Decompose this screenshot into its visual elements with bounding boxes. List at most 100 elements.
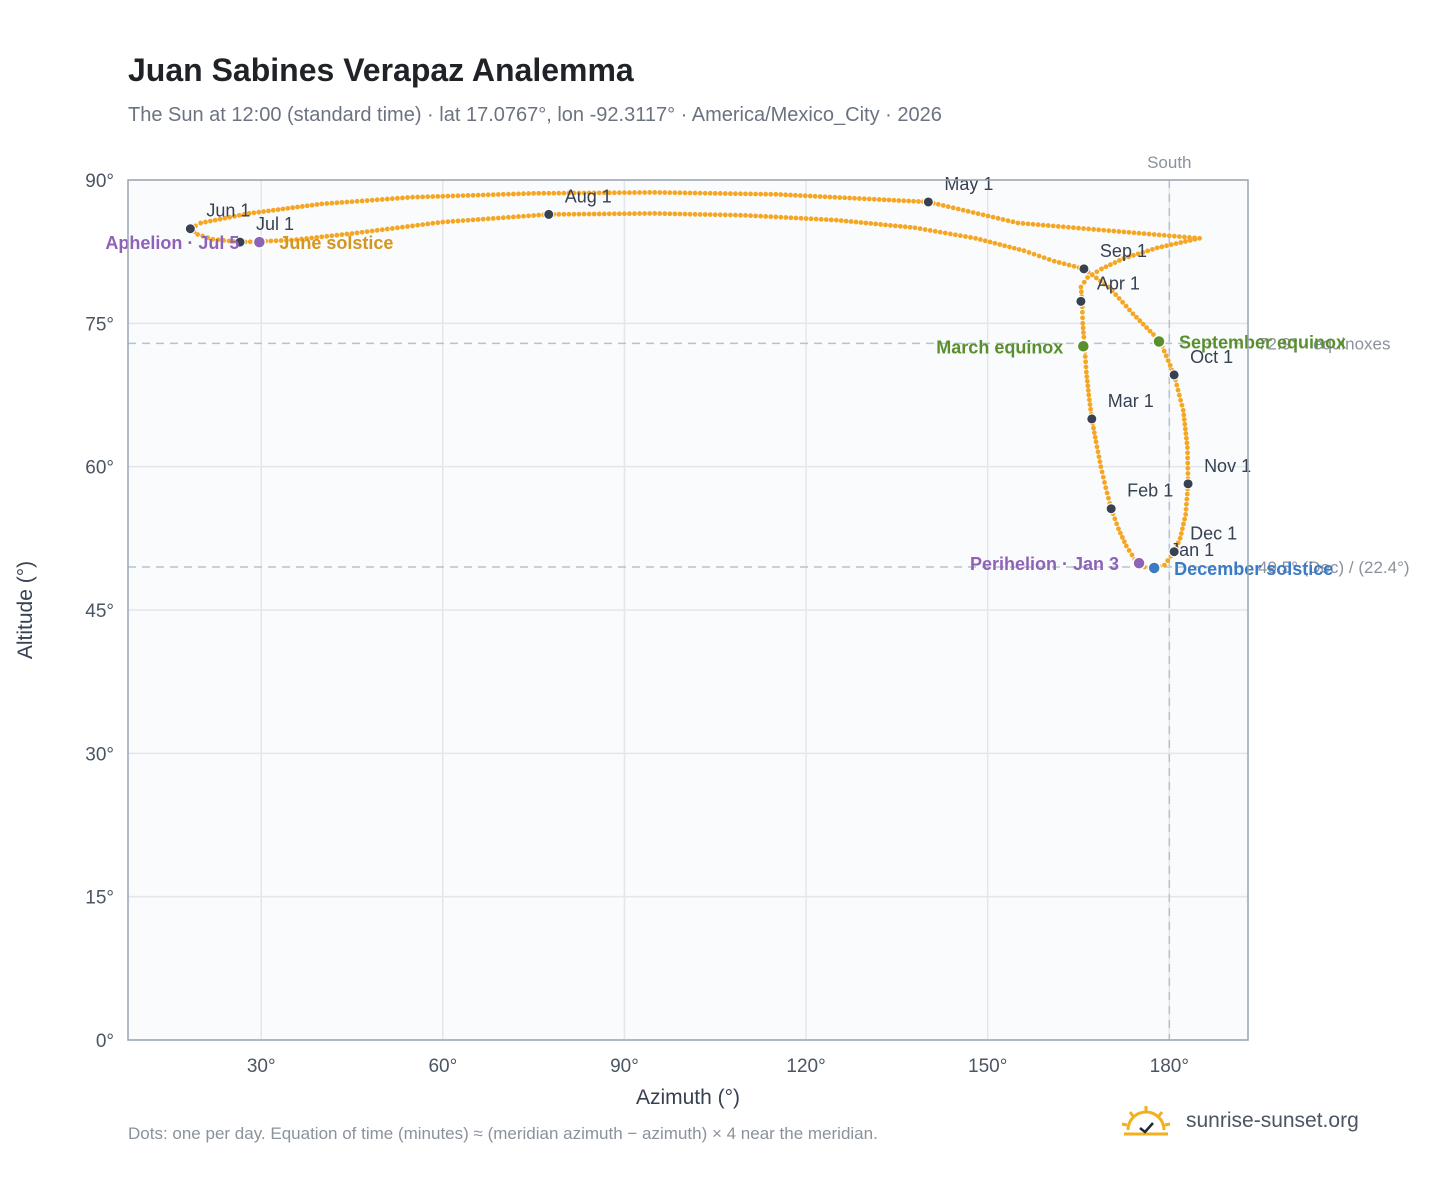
analemma-dot [606,211,612,217]
analemma-dot [1005,218,1011,224]
analemma-dot [1126,548,1132,553]
axes: 30° 60° 90° 120° 150° 180° 0° 15° 30° 45° 60° 75° 90… [85,171,1189,1077]
plot-frame [127,179,1249,1041]
analemma-dot [273,238,279,244]
analemma-dot [339,232,345,238]
analemma-dot [978,237,983,242]
analemma-dot [712,190,718,196]
analemma-dot [425,194,431,200]
analemma-dot [912,225,918,231]
analemma-dot [642,211,648,216]
analemma-dot [952,232,958,238]
analemma-dot [195,232,201,237]
month-marker [1086,413,1098,425]
brand[interactable]: sunrise-sunset.org [1120,1104,1359,1138]
analemma-dot [364,229,370,235]
analemma-dot [917,226,923,232]
analemma-dot [1025,221,1031,227]
analemma-dot [1140,249,1146,255]
analemma-dot [1091,430,1097,436]
analemma-dot [1103,264,1109,270]
analemma-dot [268,238,274,244]
analemma-dot [270,207,276,213]
analemma-dot [198,220,204,226]
event-marker [1076,339,1091,354]
analemma-dot [389,196,395,202]
analemma-dot [1126,254,1132,260]
analemma-dot [881,197,887,203]
analemma-dot [1182,421,1188,427]
analemma-dot [1011,245,1017,251]
analemma-dot [430,194,436,199]
analemma-dot [205,235,211,241]
analemma-dot [470,217,476,223]
chart-title: Juan Sabines Verapaz Analemma [128,52,634,88]
analemma-dot [717,191,723,196]
analemma-dot [697,190,703,196]
brand-name[interactable]: sunrise-sunset.org [1186,1109,1359,1132]
x-tick-label: 60° [428,1056,457,1077]
analemma-dot [647,211,653,216]
analemma-dot [1082,354,1088,359]
analemma-dot [505,214,511,220]
analemma-dot [1183,239,1188,244]
analemma-dot [1166,233,1172,239]
analemma-dot [222,215,228,221]
analemma-dot [364,198,370,203]
analemma-dot [906,198,912,204]
footnote: Dots: one per day. Equation of time (min… [128,1124,878,1143]
analemma-dot [1121,539,1127,545]
analemma-dot [1096,454,1102,460]
analemma-dot [571,211,577,217]
analemma-dot [430,220,436,226]
analemma-dot [1099,469,1105,475]
analemma-dot [1117,258,1122,263]
analemma-dot [1086,226,1091,232]
analemma-dot [738,212,743,218]
analemma-dot [384,196,390,202]
analemma-dot [1087,402,1093,407]
analemma-dot [622,190,627,196]
analemma-dot [1085,383,1091,389]
analemma-dot [616,190,622,196]
analemma-dot [797,193,803,198]
analemma-dot [1175,540,1181,546]
analemma-dot [1123,303,1129,309]
analemma-dot [1113,292,1119,298]
analemma-dot [1051,258,1057,264]
analemma-dot [450,193,456,199]
analemma-dot [837,195,843,200]
analemma-dot [1083,364,1089,370]
analemma-dot [490,216,496,221]
analemma-dot [227,214,233,220]
month-label: Jan 1 [1170,540,1214,560]
analemma-dot [1151,232,1157,237]
analemma-dot [1187,235,1192,240]
analemma-dot [349,231,355,236]
analemma-dot [455,193,461,199]
event-label: June solstice [279,233,393,253]
analemma-dot [1171,233,1177,239]
analemma-dot [1106,228,1112,234]
analemma-dot [1080,325,1086,331]
analemma-dot [278,238,284,243]
analemma-dot [1086,392,1092,398]
analemma-dot [817,194,823,199]
analemma-dot [838,218,844,224]
analemma-dot [897,223,903,229]
analemma-dot [1176,392,1182,398]
event-label: September equinox [1179,332,1346,352]
analemma-dot [531,213,537,218]
analemma-dot [591,190,597,196]
y-tick-label: 45° [85,601,114,622]
analemma-dot [1129,552,1135,558]
analemma-dot [1178,531,1184,536]
analemma-dot [212,217,218,223]
analemma-dot [1015,220,1021,226]
analemma-dot [1119,534,1125,540]
analemma-dot [1173,241,1179,246]
analemma-dot [748,191,753,197]
analemma-dot [722,191,728,196]
analemma-dot [246,211,252,216]
analemma-dot [440,219,446,225]
